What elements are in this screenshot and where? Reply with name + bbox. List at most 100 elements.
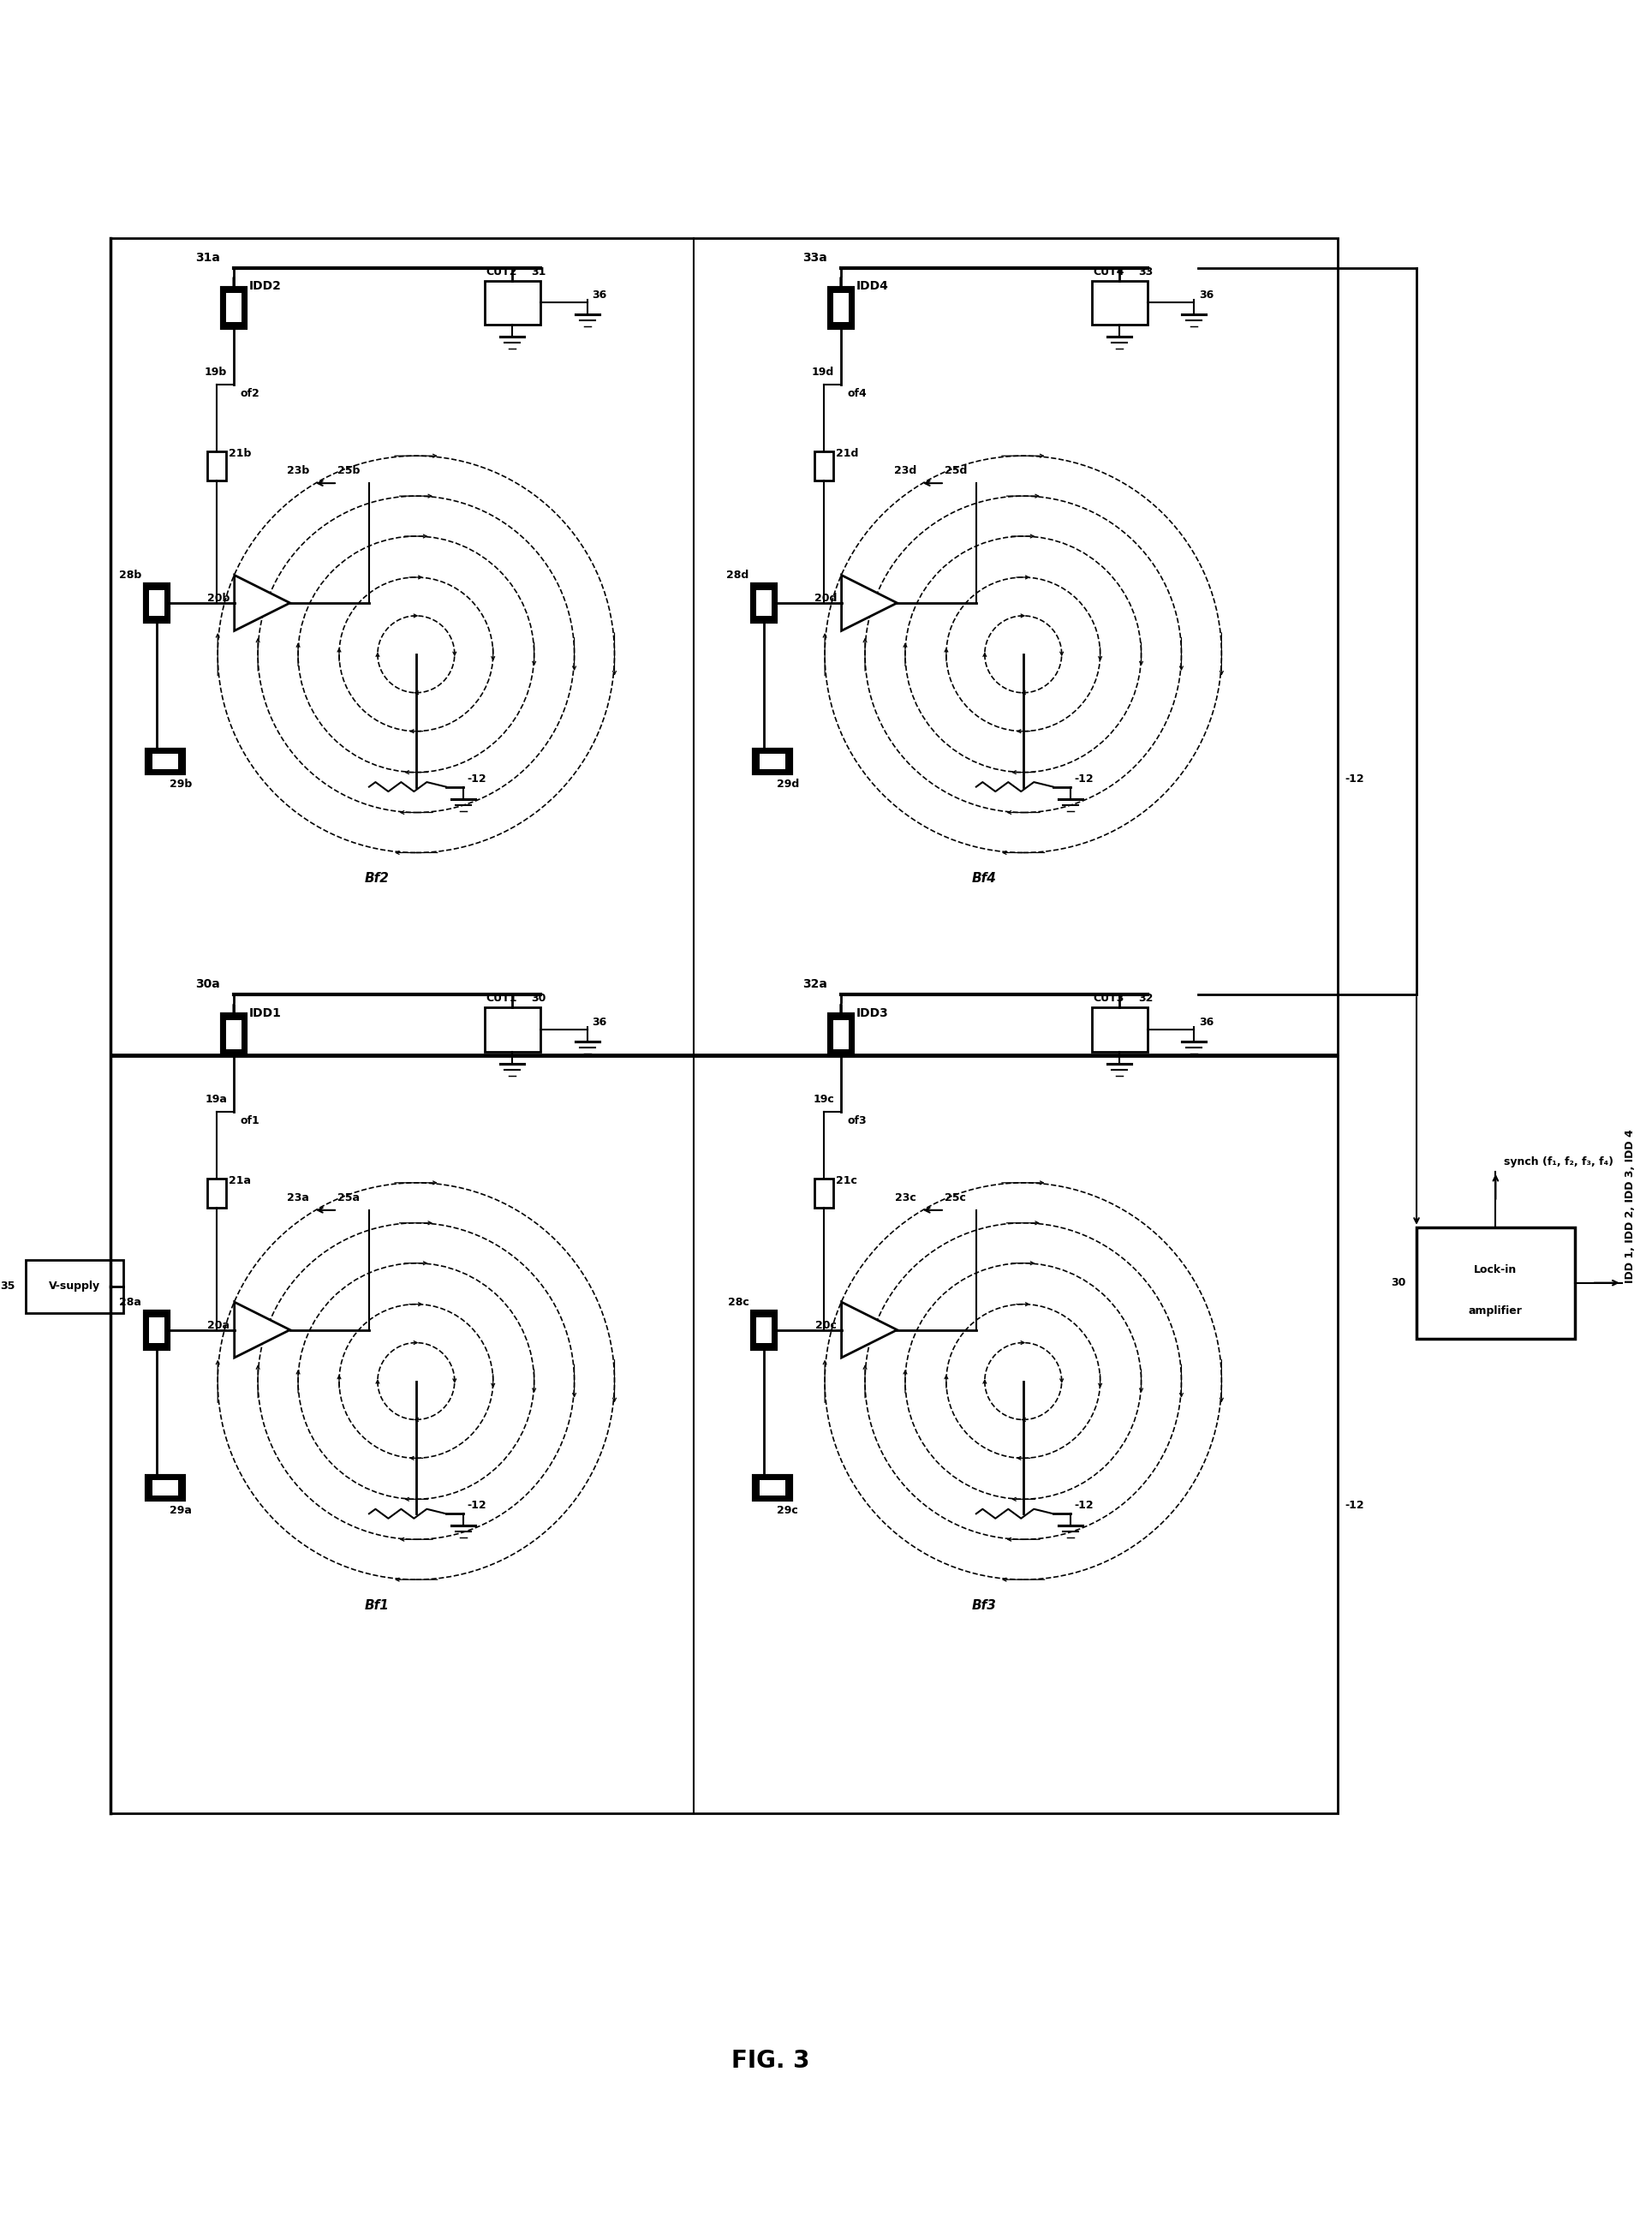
Bar	[752, 1310, 776, 1348]
Text: CUT4: CUT4	[1094, 267, 1125, 278]
Bar	[226, 1019, 241, 1048]
Text: 23c: 23c	[895, 1193, 917, 1204]
Text: 20b: 20b	[206, 593, 230, 604]
Text: Lock-in: Lock-in	[1474, 1264, 1517, 1275]
Bar	[208, 451, 226, 480]
Text: 23b: 23b	[287, 464, 309, 475]
Bar	[147, 748, 185, 773]
Bar	[221, 287, 246, 329]
Bar	[208, 1179, 226, 1208]
Text: 21b: 21b	[230, 449, 251, 460]
Text: 31a: 31a	[195, 251, 220, 264]
Text: 23d: 23d	[894, 464, 917, 475]
Text: V-supply: V-supply	[50, 1282, 101, 1293]
Text: IDD 1, IDD 2, IDD 3, IDD 4: IDD 1, IDD 2, IDD 3, IDD 4	[1624, 1128, 1635, 1284]
Bar	[25, 1259, 124, 1313]
Text: 28b: 28b	[119, 569, 142, 580]
Bar	[149, 1317, 165, 1344]
Polygon shape	[235, 1302, 291, 1357]
Bar	[829, 287, 852, 329]
Text: 19d: 19d	[811, 366, 834, 378]
Text: 25b: 25b	[337, 464, 360, 475]
Text: 25c: 25c	[945, 1193, 966, 1204]
Bar	[226, 293, 241, 322]
Text: 21d: 21d	[836, 449, 859, 460]
Text: 28a: 28a	[119, 1297, 142, 1308]
Bar	[145, 584, 169, 622]
Bar	[484, 1008, 540, 1053]
Text: -12: -12	[1345, 773, 1365, 784]
Text: 25a: 25a	[337, 1193, 360, 1204]
Polygon shape	[841, 1302, 897, 1357]
Text: IDD2: IDD2	[249, 280, 282, 293]
Text: 20c: 20c	[816, 1319, 838, 1330]
Bar	[753, 748, 791, 773]
Text: 36: 36	[1199, 289, 1214, 300]
Text: 28c: 28c	[727, 1297, 748, 1308]
Text: 31: 31	[532, 267, 547, 278]
Text: 25d: 25d	[945, 464, 966, 475]
Text: of4: of4	[847, 389, 867, 400]
Text: FIG. 3: FIG. 3	[732, 2050, 809, 2072]
Text: 36: 36	[591, 1017, 606, 1028]
Text: Bf1: Bf1	[365, 1599, 390, 1612]
Text: -12: -12	[468, 1499, 487, 1510]
Text: of1: of1	[240, 1115, 259, 1126]
Text: of3: of3	[847, 1115, 866, 1126]
Text: IDD1: IDD1	[249, 1008, 282, 1019]
Bar	[757, 1317, 771, 1344]
Text: Bf4: Bf4	[971, 873, 996, 886]
Text: -12: -12	[1345, 1499, 1365, 1510]
Polygon shape	[235, 575, 291, 631]
Text: 36: 36	[1199, 1017, 1214, 1028]
Bar	[221, 1015, 246, 1055]
Text: 30: 30	[532, 993, 547, 1004]
Text: IDD3: IDD3	[856, 1008, 889, 1019]
Text: 19a: 19a	[205, 1093, 226, 1104]
Bar	[814, 451, 833, 480]
Text: 29a: 29a	[170, 1506, 192, 1517]
Polygon shape	[841, 575, 897, 631]
Text: 36: 36	[591, 289, 606, 300]
Text: of2: of2	[240, 389, 259, 400]
Bar	[760, 753, 785, 768]
Text: 21a: 21a	[230, 1175, 251, 1186]
Text: 35: 35	[0, 1282, 15, 1293]
Text: 23a: 23a	[287, 1193, 309, 1204]
Bar	[829, 1015, 852, 1055]
Text: 30a: 30a	[195, 979, 220, 991]
Text: -12: -12	[1074, 1499, 1094, 1510]
Text: 33a: 33a	[803, 251, 828, 264]
Bar	[484, 280, 540, 324]
Bar	[833, 293, 849, 322]
Bar	[152, 753, 178, 768]
Bar	[149, 591, 165, 615]
Bar	[752, 584, 776, 622]
Bar	[152, 1481, 178, 1495]
Text: 32: 32	[1138, 993, 1153, 1004]
Text: 29b: 29b	[170, 777, 192, 788]
Bar	[753, 1477, 791, 1499]
Bar	[814, 1179, 833, 1208]
Text: amplifier: amplifier	[1469, 1306, 1523, 1317]
Text: 33: 33	[1138, 267, 1153, 278]
Text: synch (f₁, f₂, f₃, f₄): synch (f₁, f₂, f₃, f₄)	[1505, 1157, 1614, 1168]
Bar	[1092, 280, 1146, 324]
Bar	[1092, 1008, 1146, 1053]
Text: 20d: 20d	[814, 593, 838, 604]
Bar	[1416, 1228, 1574, 1339]
Text: 28d: 28d	[727, 569, 748, 580]
Text: 21c: 21c	[836, 1175, 857, 1186]
Text: 19c: 19c	[813, 1093, 834, 1104]
Bar	[833, 1019, 849, 1048]
Text: CUT1: CUT1	[486, 993, 517, 1004]
Text: 29c: 29c	[776, 1506, 798, 1517]
Text: IDD4: IDD4	[856, 280, 889, 293]
Text: Bf2: Bf2	[365, 873, 390, 886]
Text: 32a: 32a	[803, 979, 828, 991]
Text: CUT3: CUT3	[1094, 993, 1125, 1004]
Text: -12: -12	[468, 773, 487, 784]
Text: 29d: 29d	[776, 777, 800, 788]
Bar	[760, 1481, 785, 1495]
Text: Bf3: Bf3	[971, 1599, 996, 1612]
